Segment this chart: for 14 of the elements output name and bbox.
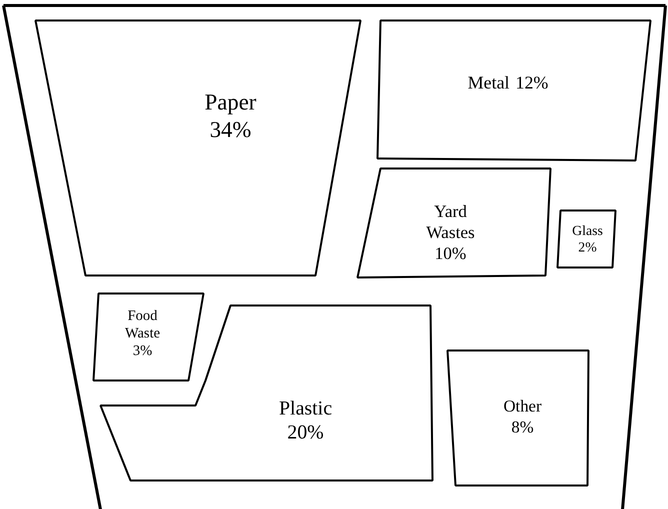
data-label: 2% (578, 239, 598, 254)
data-label: 3% (132, 343, 152, 360)
data-label: 20% (287, 422, 324, 444)
category-label: Plastic (278, 397, 332, 420)
category-label: Metal (468, 72, 510, 92)
category-label: Paper (204, 89, 257, 114)
data-label: 12% (516, 72, 548, 92)
category-label: Yard Wastes (426, 202, 476, 242)
category-label: Glass (572, 222, 603, 238)
data-label: 34% (210, 116, 252, 142)
category-label: Other (504, 396, 542, 416)
data-label: 10% (434, 244, 466, 263)
data-label: 8% (511, 417, 534, 436)
category-label: Food Waste (124, 308, 160, 342)
